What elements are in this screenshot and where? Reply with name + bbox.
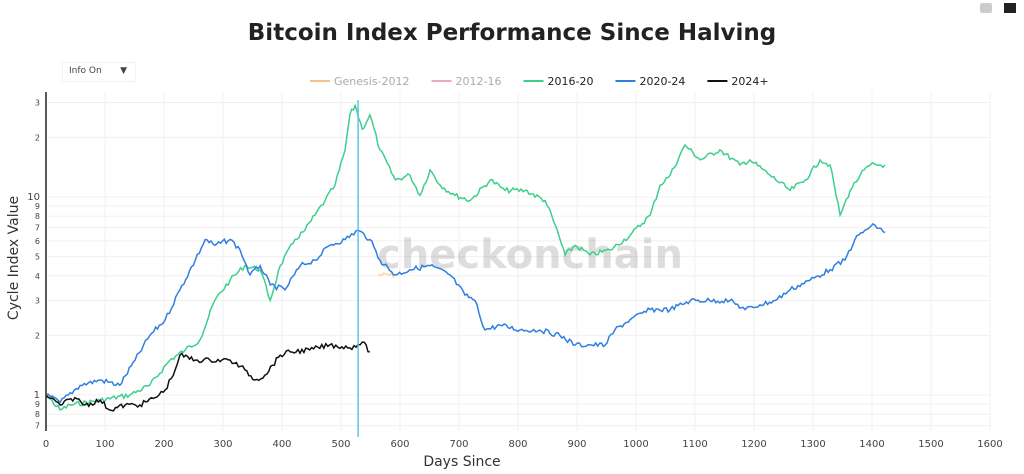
info-dropdown-label: Info On xyxy=(69,66,102,76)
y-tick-label: 4 xyxy=(35,272,40,281)
x-tick-label: 800 xyxy=(508,439,527,450)
legend-item[interactable]: 2016-20 xyxy=(547,75,593,88)
x-tick-label: 1000 xyxy=(623,439,648,450)
x-tick-label: 400 xyxy=(272,439,291,450)
x-tick-label: 1100 xyxy=(682,439,707,450)
y-tick-label: 2 xyxy=(35,331,40,340)
x-tick-label: 100 xyxy=(95,439,114,450)
chevron-down-icon: ▼ xyxy=(120,66,127,76)
info-dropdown[interactable]: Info On ▼ xyxy=(62,62,136,82)
y-tick-label: 3 xyxy=(35,297,40,306)
modebar xyxy=(980,3,1016,13)
chart-title: Bitcoin Index Performance Since Halving xyxy=(247,20,777,46)
y-tick-label: 10 xyxy=(27,192,40,203)
y-tick-label: 2 xyxy=(35,133,40,142)
series-line-2016-20 xyxy=(45,103,886,412)
series-line-2020-24 xyxy=(45,223,886,404)
x-tick-label: 1300 xyxy=(800,439,825,450)
y-tick-label: 7 xyxy=(35,224,40,233)
x-tick-label: 0 xyxy=(43,439,49,450)
legend-item[interactable]: 2012-16 xyxy=(456,75,502,88)
y-tick-label: 9 xyxy=(35,400,40,409)
watermark: checkonchain xyxy=(377,232,683,278)
x-tick-label: 300 xyxy=(213,439,232,450)
x-tick-label: 1600 xyxy=(977,439,1002,450)
x-tick-label: 500 xyxy=(331,439,350,450)
camera-icon[interactable] xyxy=(980,3,992,13)
legend-item[interactable]: Genesis-2012 xyxy=(334,75,410,88)
legend-item[interactable]: 2020-24 xyxy=(639,75,685,88)
x-tick-label: 1200 xyxy=(741,439,766,450)
x-tick-label: 1500 xyxy=(918,439,943,450)
y-tick-label: 7 xyxy=(35,422,40,431)
series-line-Genesis-2012 xyxy=(378,271,396,279)
y-tick-label: 5 xyxy=(35,253,40,262)
y-axis-label: Cycle Index Value xyxy=(6,196,22,320)
x-tick-label: 900 xyxy=(567,439,586,450)
x-tick-label: 200 xyxy=(154,439,173,450)
x-axis-label: Days Since xyxy=(423,454,500,470)
legend-item[interactable]: 2024+ xyxy=(731,75,768,88)
y-tick-label: 1 xyxy=(34,390,40,401)
series-line-2024+ xyxy=(45,341,370,412)
y-tick-label: 8 xyxy=(35,410,40,419)
y-tick-label: 8 xyxy=(35,212,40,221)
chart-studio-icon[interactable] xyxy=(1004,3,1016,13)
x-tick-label: 600 xyxy=(390,439,409,450)
x-tick-label: 700 xyxy=(449,439,468,450)
y-tick-label: 3 xyxy=(35,99,40,108)
y-tick-label: 6 xyxy=(35,237,40,246)
y-tick-label: 9 xyxy=(35,202,40,211)
x-tick-label: 1400 xyxy=(859,439,884,450)
